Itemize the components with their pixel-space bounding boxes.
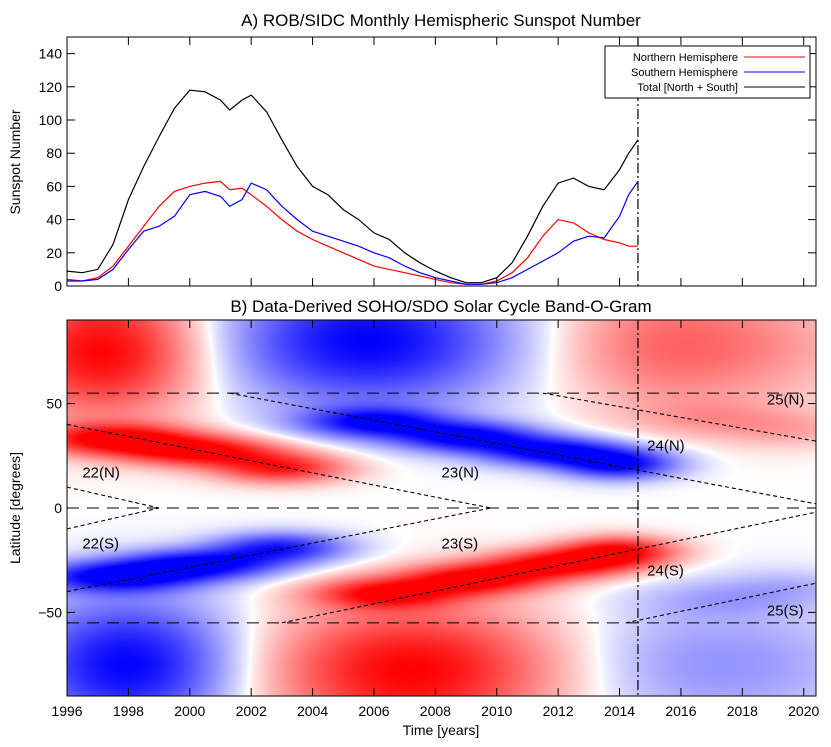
panel-b-ytick-label: −50 (38, 604, 62, 620)
band-centerline-4 (229, 392, 817, 505)
panel-b-horizontal-dashed-lines (67, 392, 816, 624)
series-line-0 (66, 180, 638, 285)
series-line-1 (67, 181, 639, 285)
panel-b-ytick-label: 0 (54, 500, 62, 516)
panel-a-ylabel: Sunspot Number (7, 109, 23, 214)
panel-a-frame (66, 36, 817, 287)
panel-a-ytick-label: 20 (46, 245, 62, 261)
legend-total-label: Total [North + South] (637, 82, 738, 94)
panel-b-xtick-label: 2006 (358, 703, 389, 719)
panel-b-xtick-label: 2000 (174, 703, 205, 719)
panel-a-ytick-label: 80 (46, 145, 62, 161)
panel-b-cycle-labels: 22(N) 22(S) 23(N) 23(S) 24(N) 24(S) 25(N) 25(S) (82, 391, 804, 619)
panel-b-title: B) Data-Derived SOHO/SDO Solar Cycle Ban… (230, 297, 651, 316)
panel-b-xtick-label: 2008 (420, 703, 451, 719)
band-centerline-2 (66, 423, 491, 509)
panel-b-y-ticks: −50 0 50 (38, 396, 816, 620)
legend-northern-label: Northern Hemisphere (633, 52, 738, 64)
panel-b-x-ticks: 1996 1998 2000 2002 2004 2006 2008 2010 2012 2014… (51, 320, 820, 719)
panel-b-xtick-label: 2016 (665, 703, 696, 719)
cycle-label-7: 25(S) (767, 602, 804, 619)
panel-b-band-centerlines (66, 392, 817, 624)
panel-a: A) ROB/SIDC Monthly Hemispheric Sunspot … (7, 11, 817, 294)
cycle-label-1: 22(S) (82, 536, 119, 553)
cycle-label-6: 25(N) (767, 391, 805, 408)
cycle-label-2: 23(N) (442, 464, 480, 481)
panel-a-ytick-label: 40 (46, 212, 62, 228)
panel-b-xtick-label: 2010 (481, 703, 512, 719)
panel-b-xtick-label: 2020 (788, 703, 819, 719)
panel-b-xtick-label: 2004 (297, 703, 328, 719)
panel-b-xlabel: Time [years] (403, 722, 480, 738)
panel-a-ytick-label: 60 (46, 178, 62, 194)
panel-b: B) Data-Derived SOHO/SDO Solar Cycle Ban… (7, 297, 820, 738)
panel-b-xtick-label: 2002 (236, 703, 267, 719)
cycle-label-5: 24(S) (647, 563, 684, 580)
legend-southern-label: Southern Hemisphere (631, 67, 738, 79)
panel-b-xtick-label: 2018 (727, 703, 758, 719)
series-line-2 (66, 89, 639, 284)
band-centerline-7 (625, 582, 817, 624)
panel-a-series-lines (66, 89, 639, 285)
panel-a-title: A) ROB/SIDC Monthly Hemispheric Sunspot … (241, 11, 641, 30)
panel-b-xtick-label: 1998 (113, 703, 144, 719)
panel-a-x-ticks (66, 37, 805, 286)
band-centerline-0 (66, 486, 160, 509)
cycle-label-3: 23(S) (442, 536, 479, 553)
panel-a-y-ticks: 0 20 40 60 80 100 120 140 (39, 46, 816, 294)
panel-b-xtick-label: 2012 (543, 703, 574, 719)
cycle-label-0: 22(N) (82, 464, 120, 481)
band-centerline-3 (66, 507, 491, 593)
panel-b-xtick-label: 2014 (604, 703, 635, 719)
panel-b-ylabel: Latitude [degrees] (7, 452, 23, 564)
panel-b-ytick-label: 50 (46, 396, 62, 412)
panel-a-ytick-label: 140 (39, 46, 63, 62)
legend: Northern Hemisphere Southern Hemisphere … (604, 45, 811, 99)
panel-a-ytick-label: 120 (39, 79, 63, 95)
panel-b-xtick-label: 1996 (51, 703, 82, 719)
band-centerline-1 (66, 507, 160, 530)
band-centerline-6 (542, 392, 817, 442)
panel-a-ytick-label: 0 (54, 278, 62, 294)
cycle-label-4: 24(N) (647, 437, 685, 454)
band-o-gram-heatmap (67, 320, 816, 696)
panel-a-ytick-label: 100 (39, 112, 63, 128)
